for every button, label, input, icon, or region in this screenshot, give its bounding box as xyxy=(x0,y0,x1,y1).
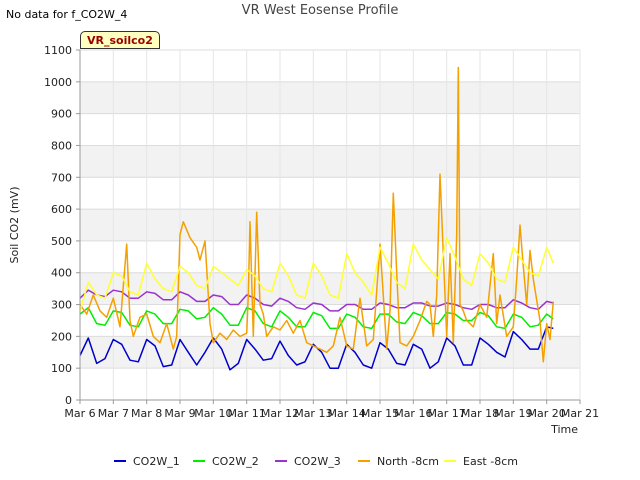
legend-item: CO2W_1 xyxy=(114,455,180,468)
legend-item: CO2W_3 xyxy=(275,455,341,468)
x-tick-label: Mar 9 xyxy=(164,407,195,420)
x-tick-label: Mar 7 xyxy=(98,407,129,420)
site-badge: VR_soilco2 xyxy=(80,31,160,49)
series-line-east-8cm xyxy=(79,236,554,312)
grid-band xyxy=(80,336,580,369)
y-tick-label: 900 xyxy=(51,108,72,121)
y-tick-label: 400 xyxy=(51,267,72,280)
grid-band xyxy=(80,81,580,114)
x-tick-label: Mar 17 xyxy=(428,407,466,420)
y-tick-label: 500 xyxy=(51,235,72,248)
legend-label: CO2W_3 xyxy=(294,455,341,468)
grid-band xyxy=(80,145,580,178)
legend-label: CO2W_2 xyxy=(212,455,259,468)
x-axis-label: Time xyxy=(550,423,578,436)
y-tick-label: 1000 xyxy=(44,76,72,89)
legend-label: CO2W_1 xyxy=(133,455,180,468)
y-tick-label: 1100 xyxy=(44,44,72,57)
y-tick-label: 0 xyxy=(65,394,72,407)
chart-title: VR West Eosense Profile xyxy=(241,3,399,18)
y-tick-label: 800 xyxy=(51,139,72,152)
y-tick-label: 200 xyxy=(51,330,72,343)
x-tick-label: Mar 8 xyxy=(131,407,162,420)
y-axis-label: Soil CO2 (mV) xyxy=(8,187,21,264)
legend-item: East -8cm xyxy=(444,455,518,468)
x-tick-label: Mar 12 xyxy=(261,407,299,420)
series-line-north-8cm xyxy=(79,66,555,363)
x-tick-label: Mar 19 xyxy=(494,407,532,420)
x-tick-label: Mar 15 xyxy=(361,407,399,420)
x-tick-label: Mar 20 xyxy=(528,407,566,420)
y-tick-label: 300 xyxy=(51,299,72,312)
legend-item: North -8cm xyxy=(358,455,439,468)
x-tick-label: Mar 14 xyxy=(328,407,366,420)
grid-band xyxy=(80,209,580,241)
x-tick-label: Mar 10 xyxy=(194,407,232,420)
legend-item: CO2W_2 xyxy=(193,455,259,468)
no-data-note: No data for f_CO2W_4 xyxy=(6,8,128,21)
series-line-co2w-3 xyxy=(79,289,554,312)
legend-label: East -8cm xyxy=(463,455,518,468)
y-tick-label: 700 xyxy=(51,171,72,184)
x-tick-label: Mar 16 xyxy=(394,407,432,420)
x-tick-label: Mar 21 xyxy=(561,407,599,420)
x-tick-label: Mar 13 xyxy=(294,407,332,420)
x-tick-label: Mar 11 xyxy=(228,407,266,420)
y-tick-label: 100 xyxy=(51,362,72,375)
x-tick-label: Mar 6 xyxy=(64,407,95,420)
legend-label: North -8cm xyxy=(377,455,439,468)
y-tick-label: 600 xyxy=(51,203,72,216)
x-tick-label: Mar 18 xyxy=(461,407,499,420)
